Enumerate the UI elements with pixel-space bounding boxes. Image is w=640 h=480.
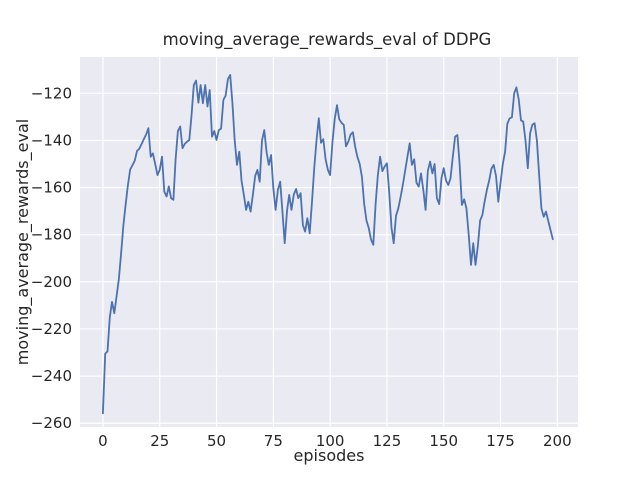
x-tick-label: 100 bbox=[316, 432, 345, 450]
y-tick-label: −220 bbox=[31, 320, 72, 338]
data-series bbox=[102, 74, 554, 415]
x-tick-label: 75 bbox=[264, 432, 283, 450]
x-tick-label: 25 bbox=[150, 432, 169, 450]
y-tick-label: −160 bbox=[31, 179, 72, 197]
x-axis-label: episodes bbox=[294, 446, 365, 465]
x-tick-labels: 0 25 50 75 100 125 150 175 200 bbox=[98, 432, 571, 450]
x-tick-label: 200 bbox=[543, 432, 572, 450]
gridlines bbox=[80, 57, 578, 427]
x-tick-label: 50 bbox=[207, 432, 226, 450]
y-tick-label: −200 bbox=[31, 273, 72, 291]
y-tick-label: −180 bbox=[31, 226, 72, 244]
x-tick-label: 125 bbox=[373, 432, 402, 450]
y-tick-label: −240 bbox=[31, 367, 72, 385]
y-tick-labels: −120 −140 −160 −180 −200 −220 −240 −260 bbox=[31, 84, 72, 432]
y-tick-label: −120 bbox=[31, 84, 72, 102]
chart-title: moving_average_rewards_eval of DDPG bbox=[163, 30, 492, 50]
x-tick-label: 150 bbox=[429, 432, 458, 450]
y-axis-label: moving_average_rewards_eval bbox=[13, 119, 33, 365]
axes-background bbox=[80, 57, 578, 427]
reward-line bbox=[102, 74, 554, 415]
y-tick-label: −260 bbox=[31, 414, 72, 432]
x-tick-label: 0 bbox=[98, 432, 108, 450]
x-tick-label: 175 bbox=[486, 432, 515, 450]
y-tick-label: −140 bbox=[31, 131, 72, 149]
